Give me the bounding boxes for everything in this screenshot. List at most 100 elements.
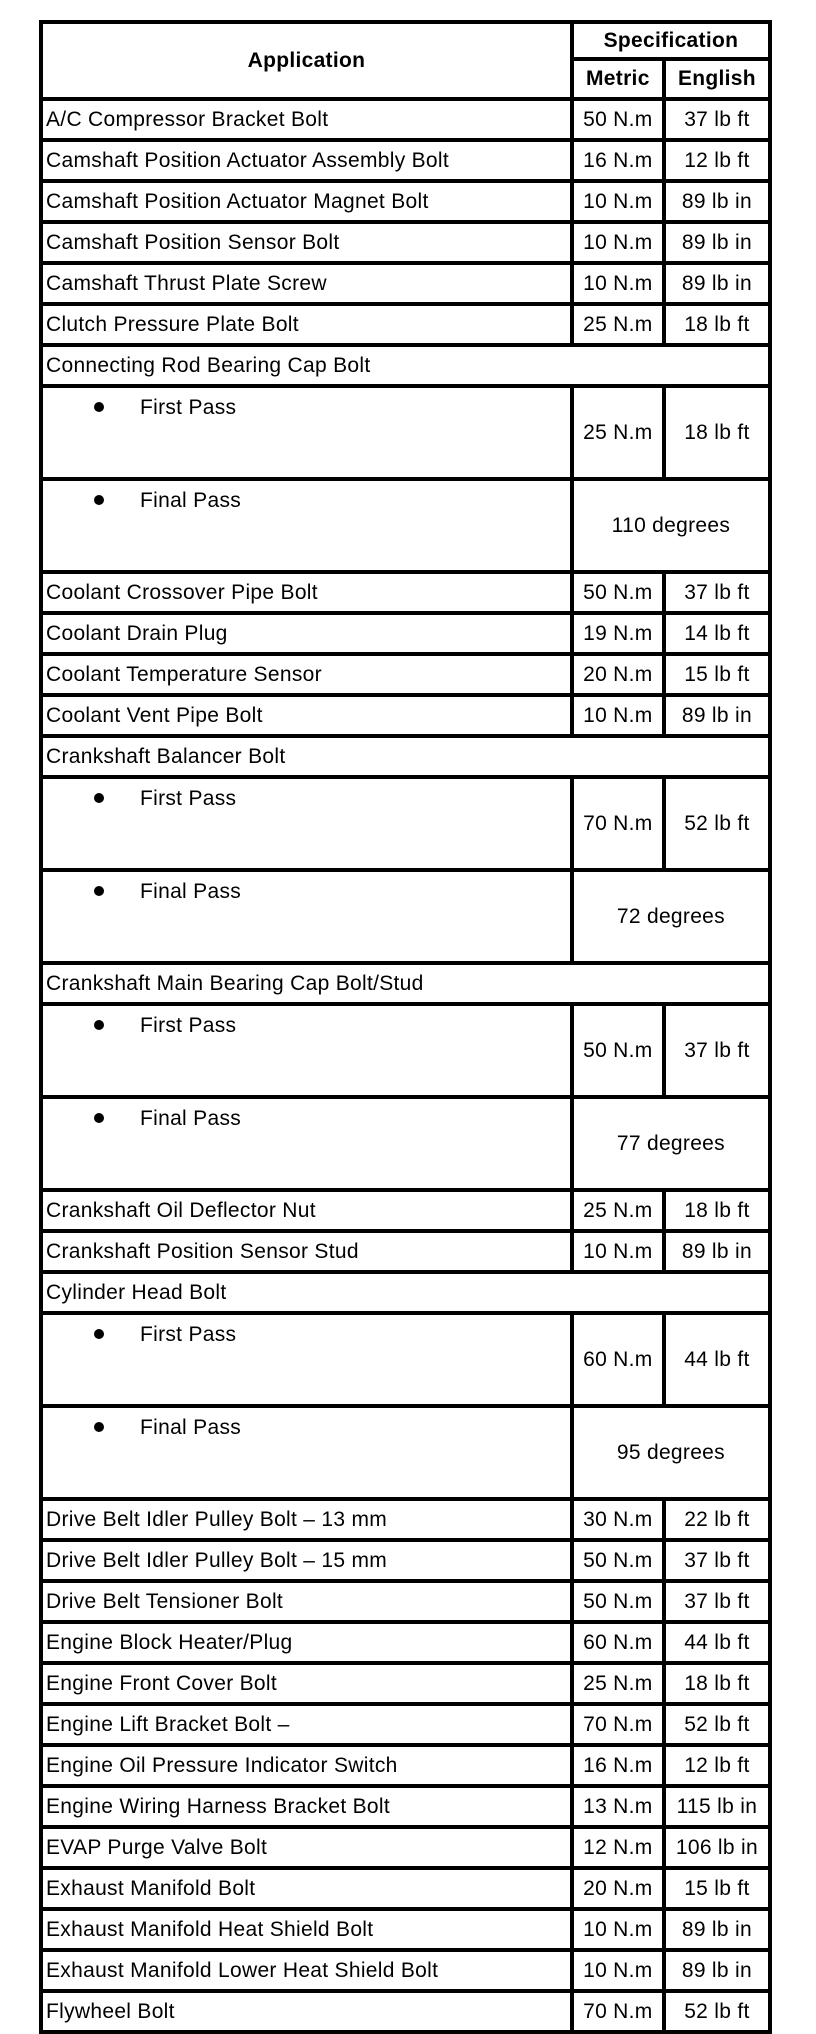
table-row: Camshaft Position Actuator Assembly Bolt…: [43, 142, 768, 179]
application-cell: Final Pass: [43, 1099, 570, 1188]
pass-label: First Pass: [140, 1014, 237, 1037]
metric-cell: 20 N.m: [573, 1870, 662, 1907]
english-cell: 44 lb ft: [665, 1315, 768, 1404]
application-cell: Engine Front Cover Bolt: [43, 1665, 570, 1702]
application-cell: First Pass: [43, 388, 570, 477]
application-cell: Coolant Vent Pipe Bolt: [43, 697, 570, 734]
bullet-icon: [94, 1328, 104, 1339]
metric-cell: 50 N.m: [573, 1542, 662, 1579]
metric-cell: 16 N.m: [573, 142, 662, 179]
application-cell: Final Pass: [43, 872, 570, 961]
english-cell: 15 lb ft: [665, 1870, 768, 1907]
english-cell: 37 lb ft: [665, 574, 768, 611]
bullet-icon: [94, 885, 104, 896]
angle-cell: 110 degrees: [573, 481, 768, 570]
pass-row: Final Pass 77 degrees: [43, 1099, 768, 1188]
metric-cell: 60 N.m: [573, 1624, 662, 1661]
application-cell: Cylinder Head Bolt: [43, 1274, 768, 1311]
english-cell: 12 lb ft: [665, 1747, 768, 1784]
english-cell: 89 lb in: [665, 265, 768, 302]
pass-label: First Pass: [140, 1323, 237, 1346]
english-cell: 14 lb ft: [665, 615, 768, 652]
angle-cell: 95 degrees: [573, 1408, 768, 1497]
pass-label: Final Pass: [140, 1107, 242, 1130]
english-cell: 89 lb in: [665, 183, 768, 220]
application-cell: Connecting Rod Bearing Cap Bolt: [43, 347, 768, 384]
metric-cell: 70 N.m: [573, 779, 662, 868]
english-cell: 15 lb ft: [665, 656, 768, 693]
english-cell: 18 lb ft: [665, 388, 768, 477]
application-cell: Crankshaft Position Sensor Stud: [43, 1233, 570, 1270]
english-cell: 89 lb in: [665, 1233, 768, 1270]
metric-cell: 12 N.m: [573, 1829, 662, 1866]
application-cell: Engine Lift Bracket Bolt –: [43, 1706, 570, 1743]
metric-cell: 25 N.m: [573, 1665, 662, 1702]
table-row: A/C Compressor Bracket Bolt 50 N.m 37 lb f…: [43, 101, 768, 138]
english-cell: 37 lb ft: [665, 1583, 768, 1620]
application-cell: Crankshaft Balancer Bolt: [43, 738, 768, 775]
pass-label: First Pass: [140, 396, 237, 419]
metric-cell: 10 N.m: [573, 265, 662, 302]
application-cell: EVAP Purge Valve Bolt: [43, 1829, 570, 1866]
pass-row: First Pass 70 N.m 52 lb ft: [43, 779, 768, 868]
metric-cell: 25 N.m: [573, 388, 662, 477]
group-row: Connecting Rod Bearing Cap Bolt: [43, 347, 768, 384]
application-cell: Crankshaft Main Bearing Cap Bolt/Stud: [43, 965, 768, 1002]
metric-cell: 50 N.m: [573, 101, 662, 138]
english-cell: 89 lb in: [665, 1911, 768, 1948]
angle-cell: 77 degrees: [573, 1099, 768, 1188]
table-row: Exhaust Manifold Lower Heat Shield Bolt 1…: [43, 1952, 768, 1989]
table-row: Crankshaft Position Sensor Stud 10 N.m 89 …: [43, 1233, 768, 1270]
pass-label: Final Pass: [140, 1416, 242, 1439]
table-row: Camshaft Thrust Plate Screw 10 N.m 89 lb i…: [43, 265, 768, 302]
metric-cell: 10 N.m: [573, 183, 662, 220]
metric-cell: 10 N.m: [573, 697, 662, 734]
bullet-icon: [94, 1421, 104, 1432]
table-row: Engine Oil Pressure Indicator Switch 16 N…: [43, 1747, 768, 1784]
metric-cell: 25 N.m: [573, 1192, 662, 1229]
metric-cell: 19 N.m: [573, 615, 662, 652]
application-cell: Camshaft Position Sensor Bolt: [43, 224, 570, 261]
application-cell: First Pass: [43, 1006, 570, 1095]
table-row: Coolant Vent Pipe Bolt 10 N.m 89 lb in: [43, 697, 768, 734]
application-cell: Exhaust Manifold Heat Shield Bolt: [43, 1911, 570, 1948]
english-cell: 37 lb ft: [665, 101, 768, 138]
metric-cell: 10 N.m: [573, 1911, 662, 1948]
table-row: Engine Wiring Harness Bracket Bolt 13 N.m…: [43, 1788, 768, 1825]
application-cell: Coolant Temperature Sensor: [43, 656, 570, 693]
english-cell: 52 lb ft: [665, 779, 768, 868]
english-cell: 89 lb in: [665, 697, 768, 734]
english-cell: 89 lb in: [665, 1952, 768, 1989]
table-row: Engine Front Cover Bolt 25 N.m 18 lb ft: [43, 1665, 768, 1702]
table-row: Exhaust Manifold Bolt 20 N.m 15 lb ft: [43, 1870, 768, 1907]
table-row: Clutch Pressure Plate Bolt 25 N.m 18 lb ft: [43, 306, 768, 343]
table-row: Camshaft Position Actuator Magnet Bolt 10…: [43, 183, 768, 220]
pass-label: Final Pass: [140, 489, 242, 512]
metric-cell: 50 N.m: [573, 1006, 662, 1095]
table-row: Drive Belt Idler Pulley Bolt – 15 mm 50 N…: [43, 1542, 768, 1579]
application-cell: Coolant Crossover Pipe Bolt: [43, 574, 570, 611]
torque-spec-table: Application Specification Metric English…: [39, 20, 772, 2034]
pass-row: Final Pass 72 degrees: [43, 872, 768, 961]
application-cell: Engine Oil Pressure Indicator Switch: [43, 1747, 570, 1784]
bullet-icon: [94, 792, 104, 803]
bullet-icon: [94, 401, 104, 412]
english-cell: 115 lb in: [665, 1788, 768, 1825]
english-cell: 18 lb ft: [665, 306, 768, 343]
table-row: EVAP Purge Valve Bolt 12 N.m 106 lb in: [43, 1829, 768, 1866]
table-row: Camshaft Position Sensor Bolt 10 N.m 89 lb…: [43, 224, 768, 261]
group-row: Cylinder Head Bolt: [43, 1274, 768, 1311]
application-cell: A/C Compressor Bracket Bolt: [43, 101, 570, 138]
metric-cell: 60 N.m: [573, 1315, 662, 1404]
metric-cell: 10 N.m: [573, 224, 662, 261]
header-english: English: [665, 61, 768, 97]
application-cell: Drive Belt Idler Pulley Bolt – 13 mm: [43, 1501, 570, 1538]
english-cell: 18 lb ft: [665, 1665, 768, 1702]
application-cell: Final Pass: [43, 481, 570, 570]
table-row: Drive Belt Tensioner Bolt 50 N.m 37 lb ft: [43, 1583, 768, 1620]
metric-cell: 50 N.m: [573, 574, 662, 611]
english-cell: 22 lb ft: [665, 1501, 768, 1538]
table-row: Coolant Temperature Sensor 20 N.m 15 lb ft: [43, 656, 768, 693]
application-cell: Drive Belt Tensioner Bolt: [43, 1583, 570, 1620]
application-cell: Crankshaft Oil Deflector Nut: [43, 1192, 570, 1229]
